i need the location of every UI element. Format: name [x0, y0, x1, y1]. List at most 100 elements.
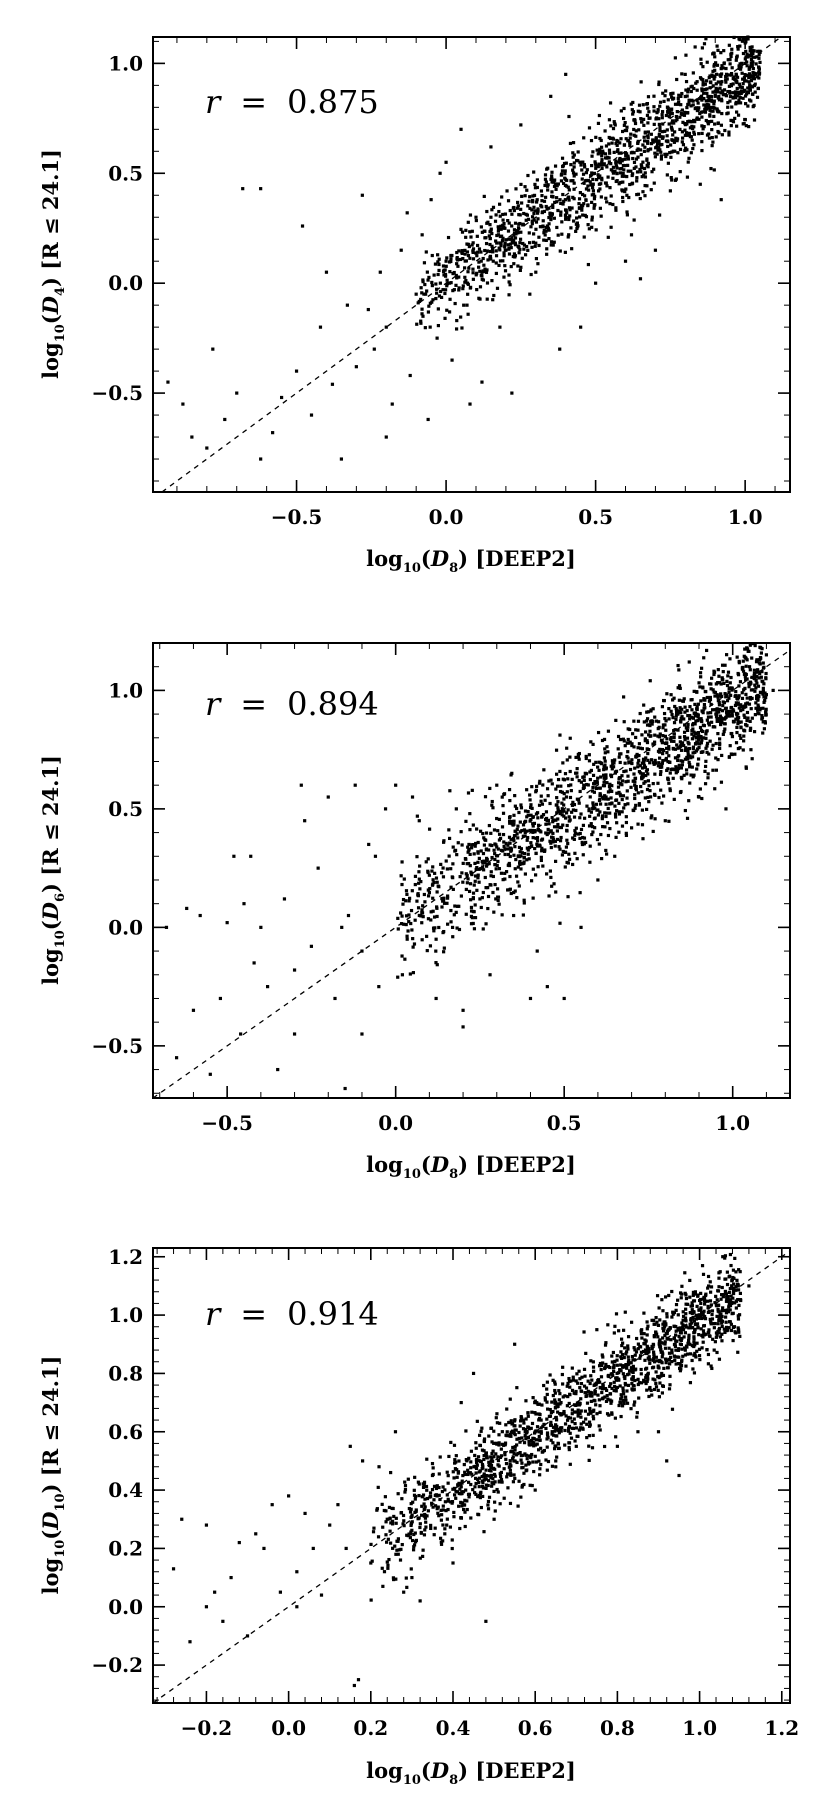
- data-point: [533, 1454, 537, 1458]
- data-point: [674, 1362, 678, 1366]
- data-point: [463, 252, 467, 256]
- data-point: [700, 1333, 704, 1338]
- data-point: [465, 873, 469, 878]
- data-point: [502, 840, 506, 844]
- data-point: [751, 642, 755, 646]
- data-point: [660, 130, 665, 134]
- data-point: [624, 154, 628, 158]
- data-point: [597, 842, 601, 846]
- data-point: [515, 1453, 519, 1457]
- data-point: [635, 179, 639, 183]
- data-point: [444, 264, 448, 268]
- data-point: [572, 187, 576, 191]
- data-point: [447, 854, 451, 858]
- data-point: [724, 94, 729, 98]
- data-point: [679, 1364, 683, 1368]
- data-point: [632, 779, 636, 783]
- data-point: [636, 192, 641, 196]
- data-point: [613, 804, 617, 808]
- data-point: [540, 849, 544, 853]
- data-point: [551, 836, 555, 840]
- data-point: [621, 1341, 625, 1345]
- data-point: [559, 201, 563, 205]
- data-point: [683, 123, 688, 127]
- data-point: [747, 665, 752, 669]
- data-point: [418, 1525, 422, 1530]
- data-point: [582, 136, 586, 140]
- data-point: [528, 845, 532, 850]
- data-point: [729, 52, 733, 56]
- data-point: [554, 772, 559, 776]
- data-point: [418, 1556, 422, 1560]
- data-point: [657, 1359, 661, 1363]
- data-point: [654, 137, 658, 141]
- data-point: [498, 1421, 502, 1425]
- data-point: [440, 905, 444, 909]
- data-point: [425, 289, 429, 293]
- data-point: [544, 822, 548, 826]
- data-point: [526, 204, 530, 208]
- data-point: [474, 1466, 479, 1471]
- data-point: [461, 861, 465, 865]
- data-point: [721, 703, 725, 708]
- data-point: [737, 706, 741, 710]
- data-point: [578, 816, 582, 820]
- data-point: [517, 884, 521, 888]
- data-point: [675, 109, 679, 114]
- data-point: [720, 694, 724, 699]
- data-point: [416, 301, 420, 305]
- data-point: [667, 819, 671, 823]
- data-point: [490, 231, 494, 236]
- data-point: [521, 1427, 526, 1431]
- data-point: [715, 717, 719, 721]
- data-point: [477, 1485, 481, 1489]
- data-point: [643, 139, 647, 143]
- data-point: [429, 1526, 433, 1531]
- data-point: [752, 83, 757, 88]
- data-point: [549, 1420, 553, 1424]
- data-point: [225, 921, 229, 925]
- data-point: [571, 179, 575, 183]
- data-point: [457, 1459, 461, 1463]
- data-point: [633, 766, 637, 770]
- data-point: [758, 656, 763, 660]
- data-point: [437, 885, 441, 889]
- data-point: [637, 758, 641, 763]
- data-point: [669, 735, 673, 740]
- data-point: [534, 1460, 538, 1464]
- data-point: [598, 206, 602, 210]
- data-point: [581, 172, 586, 176]
- data-point: [532, 205, 536, 209]
- data-point: [410, 795, 415, 799]
- data-point: [536, 816, 540, 820]
- data-point: [384, 435, 388, 439]
- data-point: [660, 1391, 664, 1395]
- data-point: [690, 765, 694, 769]
- data-point: [619, 151, 623, 155]
- data-point: [660, 110, 665, 114]
- data-point: [753, 90, 757, 94]
- data-point: [702, 42, 707, 46]
- data-point: [426, 310, 431, 314]
- data-point: [729, 1294, 733, 1298]
- data-point: [586, 1389, 590, 1393]
- data-point: [740, 666, 744, 670]
- data-point: [465, 281, 470, 285]
- data-point: [394, 1577, 398, 1581]
- data-point: [712, 1326, 716, 1330]
- data-point: [757, 676, 761, 680]
- data-point: [437, 1485, 441, 1490]
- data-point: [684, 1307, 688, 1311]
- data-point: [625, 193, 629, 197]
- data-point: [736, 712, 740, 716]
- data-point: [497, 209, 501, 214]
- data-point: [662, 99, 666, 104]
- data-point: [546, 818, 550, 823]
- data-point: [610, 1386, 614, 1391]
- data-point: [657, 82, 661, 87]
- data-point: [528, 292, 532, 296]
- data-point: [728, 89, 732, 94]
- data-point: [725, 683, 730, 688]
- data-point: [546, 827, 550, 832]
- data-point: [640, 823, 645, 827]
